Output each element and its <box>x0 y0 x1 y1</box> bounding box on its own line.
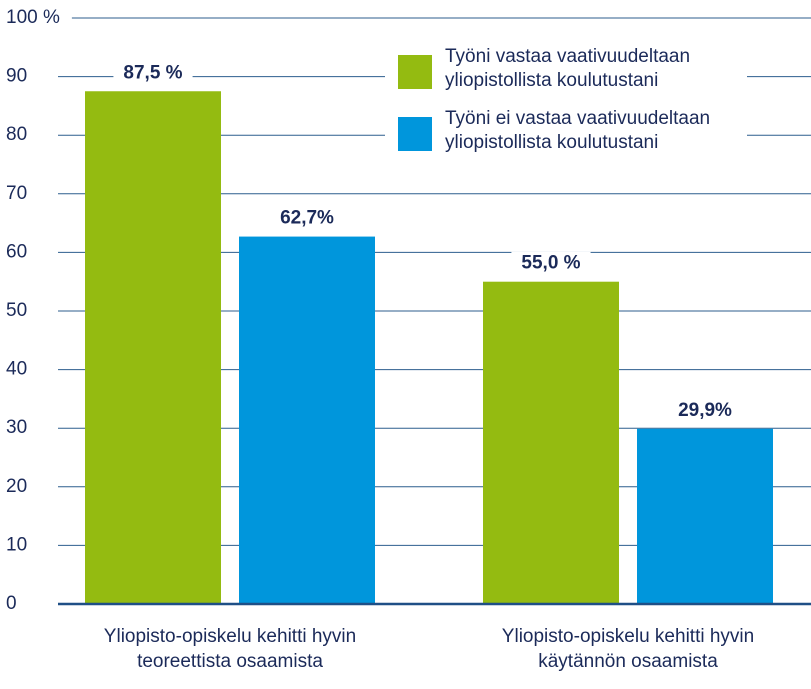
y-tick-label: 60 <box>6 241 27 262</box>
legend-swatch <box>398 117 432 151</box>
legend-label: Työni ei vastaa vaativuudeltaan yliopist… <box>445 108 711 153</box>
legend-swatch <box>398 55 432 89</box>
value-labels: 87,5 % 55,0 % 62,7% 29,9% <box>113 61 742 423</box>
legend-bg <box>385 42 747 164</box>
legend-entry: Työni ei vastaa vaativuudeltaan yliopist… <box>445 108 711 153</box>
x-tick-label: Yliopisto-opiskelu kehitti hyvin teoreet… <box>103 626 357 672</box>
y-tick-label: 50 <box>6 300 27 321</box>
value-label-bg <box>270 206 344 231</box>
bar <box>483 281 619 604</box>
value-label: 29,9% <box>678 400 732 421</box>
value-label: 55,0 % <box>521 253 580 274</box>
legend-label: Työni vastaa vaativuudeltaan yliopistoll… <box>445 46 691 91</box>
bar <box>239 236 375 604</box>
y-tick-label: 80 <box>6 124 27 145</box>
legend-entry: Työni vastaa vaativuudeltaan yliopistoll… <box>445 46 691 91</box>
value-label: 62,7% <box>280 208 334 229</box>
legend: Työni vastaa vaativuudeltaan yliopistoll… <box>385 42 747 164</box>
value-label: 87,5 % <box>123 62 182 83</box>
bar <box>85 91 221 604</box>
value-label-bg <box>113 61 193 86</box>
y-tick-label: 70 <box>6 183 27 204</box>
y-tick-label: 40 <box>6 359 27 380</box>
bar <box>637 428 773 604</box>
y-tick-label: 30 <box>6 417 27 438</box>
y-tick-label: 100 % <box>6 7 60 28</box>
value-label-bg <box>511 251 591 276</box>
x-tick-label: Yliopisto-opiskelu kehitti hyvin käytänn… <box>501 626 755 672</box>
y-tick-label: 0 <box>6 593 17 614</box>
y-tick-label: 20 <box>6 476 27 497</box>
y-tick-label: 90 <box>6 66 27 87</box>
value-label-bg <box>668 398 742 423</box>
y-tick-label: 10 <box>6 534 27 555</box>
